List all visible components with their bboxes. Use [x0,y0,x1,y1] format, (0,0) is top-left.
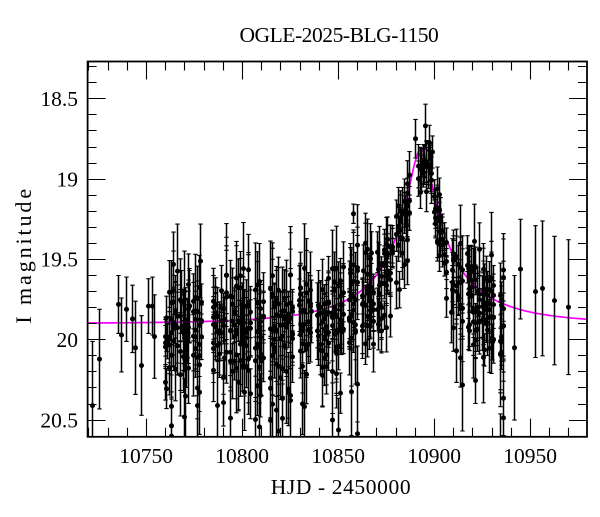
svg-text:I magnitude: I magnitude [11,186,36,324]
svg-text:10800: 10800 [215,444,269,468]
svg-text:20: 20 [57,328,79,352]
svg-text:10900: 10900 [407,444,461,468]
svg-text:20.5: 20.5 [40,408,78,432]
svg-text:19.5: 19.5 [40,248,78,272]
svg-text:19: 19 [57,167,79,191]
svg-text:10750: 10750 [119,444,173,468]
svg-text:18.5: 18.5 [40,87,78,111]
svg-text:10950: 10950 [503,444,557,468]
svg-text:10850: 10850 [311,444,365,468]
svg-text:OGLE-2025-BLG-1150: OGLE-2025-BLG-1150 [239,23,438,47]
svg-text:HJD - 2450000: HJD - 2450000 [271,475,411,499]
